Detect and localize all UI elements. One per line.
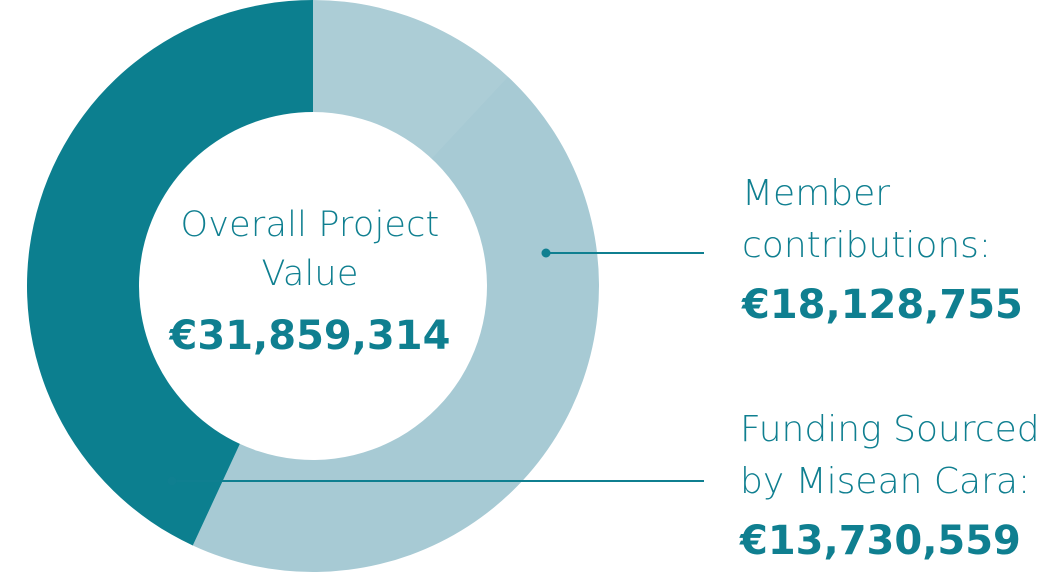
legend-funding-value: €13,730,559 — [740, 518, 1021, 564]
slice-member-contributions — [192, 0, 599, 572]
slice-member-highlight — [313, 0, 509, 159]
legend-member-value: €18,128,755 — [742, 282, 1023, 328]
legend-funding-label-line1: Funding Sourced — [740, 409, 1040, 450]
legend-member-label-line1: Member — [742, 173, 891, 214]
leader-dot-member-contributions — [541, 248, 551, 258]
legend-funding-label-line2: by Misean Cara: — [740, 461, 1031, 502]
leader-dot-funding-misean-cara — [167, 476, 177, 486]
center-label-line1: Overall Project — [180, 205, 440, 245]
center-total-value: €31,859,314 — [169, 313, 451, 359]
slice-funding-misean-cara — [26, 0, 313, 546]
legend-member-label-line2: contributions: — [742, 225, 992, 266]
center-label-line2: Value — [261, 254, 359, 294]
